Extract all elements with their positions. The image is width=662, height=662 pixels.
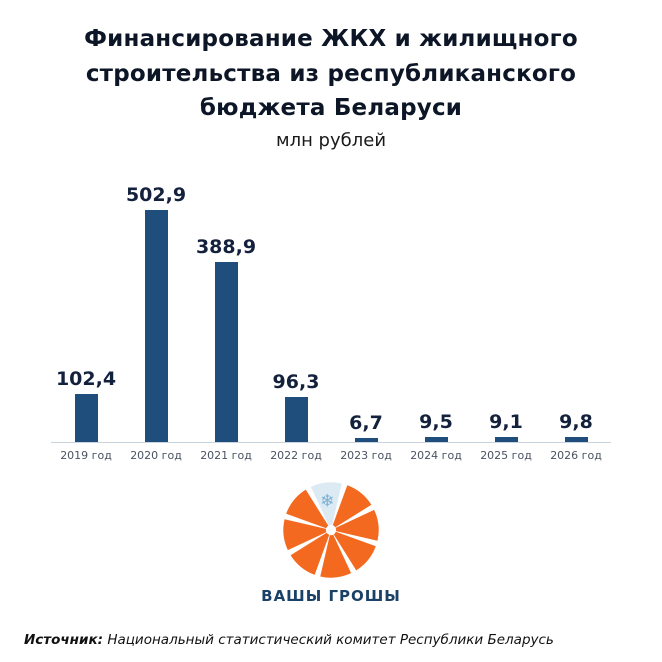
bar	[564, 436, 588, 442]
bar-value-label: 502,9	[125, 183, 187, 206]
x-axis-label: 2026 год	[550, 448, 602, 462]
bar-value-label: 9,5	[419, 411, 453, 434]
bar-value-label: 96,3	[272, 371, 320, 394]
bar-column: 502,9	[121, 177, 191, 442]
source-label: Источник:	[24, 632, 104, 648]
x-axis: 2019 год 2020 год 2021 год 2022 год 2023 год…	[51, 443, 611, 462]
logo-wordmark: ВАШЫ ГРОШЫ	[261, 586, 401, 605]
bar-value-label: 6,7	[349, 412, 383, 434]
bar-column: 9,8	[541, 177, 611, 442]
bar	[284, 397, 308, 442]
source-text: Национальный статистический комитет Респ…	[103, 632, 554, 648]
bar	[144, 209, 168, 442]
x-axis-label: 2022 год	[270, 448, 322, 462]
bar	[494, 437, 518, 442]
snowflake-icon: ❄	[320, 491, 335, 511]
x-axis-label: 2025 год	[480, 448, 532, 462]
bar-column: 388,9	[191, 177, 261, 442]
x-axis-label: 2020 год	[130, 448, 182, 462]
chart-title: Финансирование ЖКХ и жилищного строитель…	[84, 26, 578, 121]
bar-column: 96,3	[261, 177, 331, 442]
bar-column: 6,7	[331, 177, 401, 442]
bar-value-label: 9,8	[559, 410, 593, 433]
plot-area: 102,4 502,9 388,9 96,3 6,7 9,5 9,1 9,8	[51, 177, 611, 443]
bar	[424, 437, 448, 442]
x-axis-label: 2021 год	[200, 448, 252, 462]
bar-value-label: 388,9	[195, 236, 257, 259]
x-axis-label: 2019 год	[60, 448, 112, 462]
bar-chart: 102,4 502,9 388,9 96,3 6,7 9,5 9,1 9,8 2019 год…	[51, 177, 611, 462]
bar-value-label: 102,4	[55, 368, 117, 391]
publisher-logo: ❄ ВАШЫ ГРОШЫ	[0, 478, 662, 605]
bar-column: 102,4	[51, 177, 121, 442]
bar	[214, 262, 238, 442]
bar-column: 9,1	[471, 177, 541, 442]
bar-value-label: 9,1	[489, 411, 523, 434]
bar-column: 9,5	[401, 177, 471, 442]
vashy-groshy-logo-icon: ❄	[283, 481, 379, 578]
source-line: Источник: Национальный статистический ко…	[0, 632, 662, 662]
x-axis-label: 2023 год	[340, 448, 392, 462]
bar	[74, 394, 98, 442]
bar	[354, 438, 378, 442]
x-axis-label: 2024 год	[410, 448, 462, 462]
chart-subtitle: млн рублей	[275, 129, 387, 151]
